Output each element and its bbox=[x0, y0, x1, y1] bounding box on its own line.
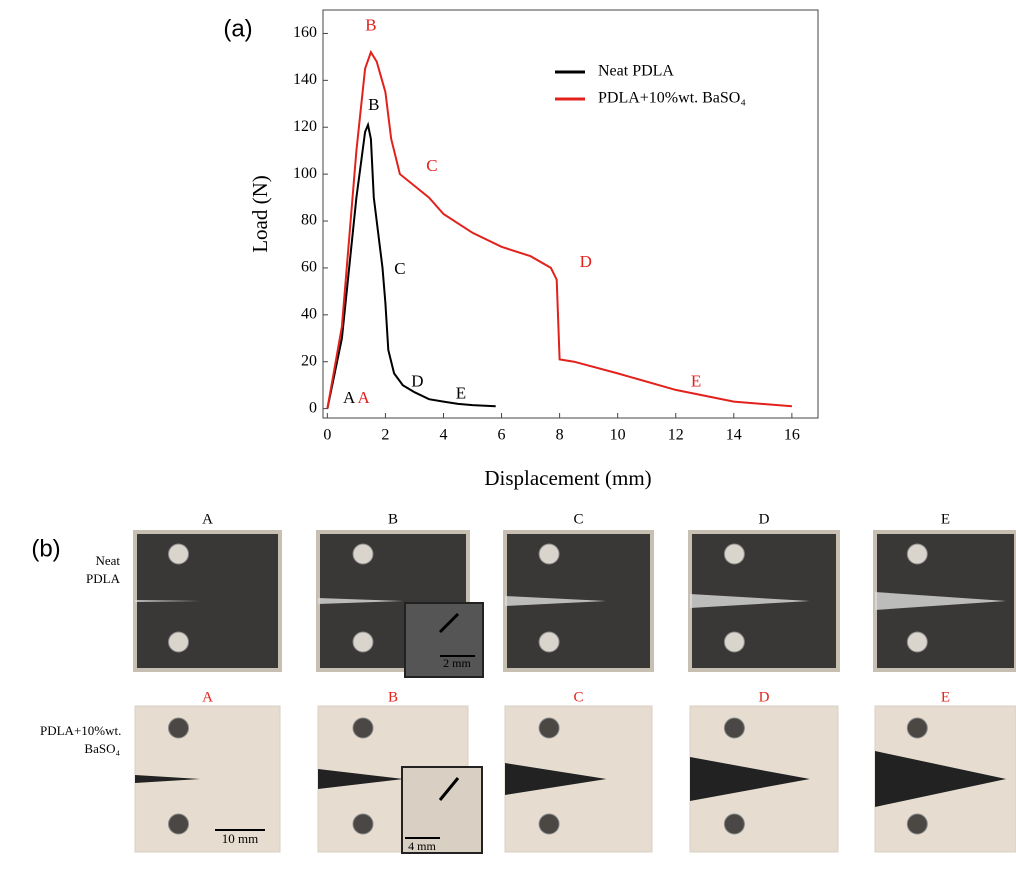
y-tick-label: 60 bbox=[301, 259, 317, 276]
crack bbox=[690, 757, 810, 801]
y-tick-label: 20 bbox=[301, 352, 317, 369]
bolt bbox=[538, 717, 560, 739]
x-tick-label: 12 bbox=[668, 427, 684, 444]
annotation: C bbox=[394, 259, 405, 278]
x-tick-label: 4 bbox=[439, 427, 447, 444]
y-tick-label: 120 bbox=[293, 118, 317, 135]
arrow bbox=[438, 777, 460, 801]
x-tick-label: 16 bbox=[784, 427, 800, 444]
bolt bbox=[906, 543, 928, 565]
bolt bbox=[723, 543, 745, 565]
column-label: E bbox=[941, 689, 950, 705]
bolt bbox=[352, 543, 374, 565]
y-tick-label: 160 bbox=[293, 24, 317, 41]
crack bbox=[318, 769, 404, 789]
annotation: A bbox=[343, 388, 356, 407]
annotation: A bbox=[358, 388, 371, 407]
arrow bbox=[438, 612, 460, 634]
crack bbox=[875, 751, 1007, 807]
bolt bbox=[168, 631, 189, 653]
inset bbox=[404, 602, 484, 678]
crack bbox=[318, 598, 404, 604]
bolt bbox=[538, 631, 560, 653]
annotation: B bbox=[368, 95, 379, 114]
column-label: A bbox=[202, 689, 213, 705]
bolt bbox=[906, 717, 928, 739]
column-label: C bbox=[573, 511, 583, 527]
legend-label: PDLA+10%wt. BaSO₄ bbox=[598, 90, 746, 107]
bolt bbox=[168, 717, 189, 739]
crack bbox=[690, 594, 810, 608]
bolt bbox=[538, 543, 560, 565]
bolt bbox=[723, 717, 745, 739]
x-tick-label: 8 bbox=[556, 427, 564, 444]
crack bbox=[505, 763, 607, 795]
column-label: C bbox=[573, 689, 583, 705]
annotation: B bbox=[365, 15, 376, 34]
crack bbox=[135, 775, 201, 783]
bolt bbox=[906, 813, 928, 835]
bolt bbox=[723, 631, 745, 653]
scale-bar-label: 10 mm bbox=[222, 831, 258, 846]
bolt bbox=[168, 543, 189, 565]
scale-bar-label: 2 mm bbox=[443, 656, 471, 670]
bolt bbox=[538, 813, 560, 835]
column-label: B bbox=[388, 511, 398, 527]
legend-label: Neat PDLA bbox=[598, 63, 674, 80]
crack bbox=[875, 592, 1007, 610]
y-tick-label: 80 bbox=[301, 212, 317, 229]
panel-label: (b) bbox=[31, 535, 60, 562]
annotation: D bbox=[580, 252, 592, 271]
row-name: Neat PDLA bbox=[86, 553, 120, 586]
bolt bbox=[723, 813, 745, 835]
row-name: PDLA+10%wt. BaSO₄ bbox=[40, 723, 122, 756]
column-label: D bbox=[759, 511, 770, 527]
annotation: E bbox=[456, 383, 466, 402]
panel-label: (a) bbox=[223, 15, 252, 42]
column-label: D bbox=[759, 689, 770, 705]
annotation: E bbox=[691, 372, 701, 391]
y-tick-label: 100 bbox=[293, 165, 317, 182]
x-tick-label: 14 bbox=[726, 427, 742, 444]
bolt bbox=[352, 813, 374, 835]
crack bbox=[135, 600, 201, 602]
column-label: A bbox=[202, 511, 213, 527]
bolt bbox=[352, 631, 374, 653]
y-tick-label: 140 bbox=[293, 71, 317, 88]
line-series bbox=[326, 49, 792, 409]
y-axis-label: Load (N) bbox=[248, 175, 272, 253]
x-axis-label: Displacement (mm) bbox=[484, 466, 651, 490]
annotation: D bbox=[411, 372, 423, 391]
column-label: E bbox=[941, 511, 950, 527]
x-tick-label: 10 bbox=[610, 427, 626, 444]
scale-bar-label: 4 mm bbox=[408, 839, 436, 853]
bolt bbox=[906, 631, 928, 653]
y-tick-label: 0 bbox=[309, 399, 317, 416]
x-tick-label: 2 bbox=[381, 427, 389, 444]
bolt bbox=[168, 813, 189, 835]
column-label: B bbox=[388, 689, 398, 705]
x-tick-label: 6 bbox=[498, 427, 506, 444]
plot-frame bbox=[322, 9, 819, 419]
crack bbox=[505, 596, 607, 606]
x-tick-label: 0 bbox=[323, 427, 331, 444]
annotation: C bbox=[426, 156, 437, 175]
y-tick-label: 40 bbox=[301, 305, 317, 322]
line-series bbox=[326, 121, 496, 409]
bolt bbox=[352, 717, 374, 739]
